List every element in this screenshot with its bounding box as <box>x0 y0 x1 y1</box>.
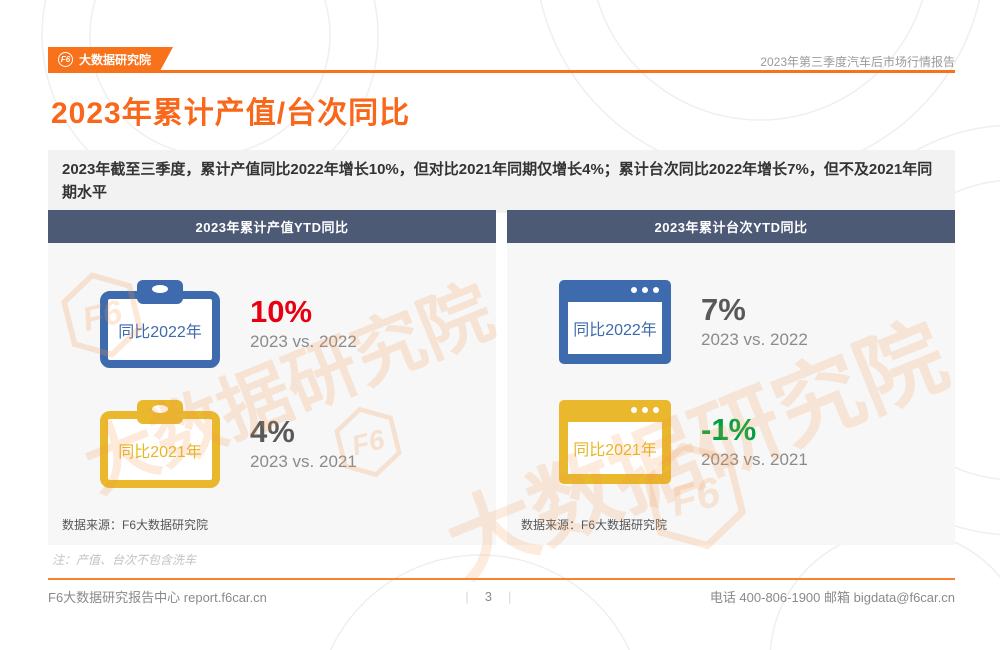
footer-right: 电话 400-806-1900 邮箱 bigdata@f6car.cn <box>709 590 955 605</box>
stat-value: -1% <box>701 412 757 448</box>
icon-label: 同比2022年 <box>568 302 662 354</box>
panel-header: 2023年累计台次YTD同比 <box>507 210 955 243</box>
page-number-separator: | <box>507 589 512 604</box>
footer: F6大数据研究报告中心 report.f6car.cn | 3 | 电话 400… <box>48 587 955 606</box>
clipboard-clip-hole <box>152 405 168 413</box>
header-divider <box>48 70 955 73</box>
stat-value: 7% <box>701 292 746 328</box>
browser-window-icon: 同比2022年 <box>559 280 671 364</box>
stat-block: -1% 2023 vs. 2021 <box>701 414 808 470</box>
footnote: 注：产值、台次不包含洗车 <box>52 553 197 567</box>
stat-caption: 2023 vs. 2022 <box>701 329 808 349</box>
brand-banner: F6 大数据研究院 <box>48 47 173 71</box>
stat-row: 同比2021年 4% 2023 vs. 2021 <box>100 400 357 488</box>
page-number-separator: | <box>465 589 469 604</box>
page-title: 2023年累计产值/台次同比 <box>51 97 411 130</box>
footer-divider <box>48 578 955 580</box>
footer-left: F6大数据研究报告中心 report.f6car.cn <box>48 590 267 605</box>
clipboard-clip <box>137 280 183 304</box>
brand-name: 大数据研究院 <box>79 52 152 67</box>
panel-output-value: 2023年累计产值YTD同比 同比2022年 10% 2023 vs. 2022… <box>48 210 496 545</box>
clipboard-icon: 同比2022年 <box>100 280 220 368</box>
data-source: 数据来源：F6大数据研究院 <box>521 518 668 532</box>
page-number-value: 3 <box>484 589 492 604</box>
panel-header: 2023年累计产值YTD同比 <box>48 210 496 243</box>
report-subtitle: 2023年第三季度汽车后市场行情报告 <box>760 55 955 69</box>
stat-value: 4% <box>250 414 295 450</box>
clipboard-clip <box>137 400 183 424</box>
stat-block: 10% 2023 vs. 2022 <box>250 296 357 352</box>
panel-body: 同比2022年 10% 2023 vs. 2022 同比2021年 4% 202… <box>48 243 496 545</box>
stat-row: 同比2022年 10% 2023 vs. 2022 <box>100 280 357 368</box>
panel-body: 同比2022年 7% 2023 vs. 2022 同比2021年 -1% 202… <box>507 243 955 545</box>
browser-window-icon: 同比2021年 <box>559 400 671 484</box>
page-number: | 3 | <box>465 589 511 604</box>
stat-block: 7% 2023 vs. 2022 <box>701 294 808 350</box>
stat-row: 同比2022年 7% 2023 vs. 2022 <box>559 280 808 364</box>
icon-label: 同比2022年 <box>100 291 220 368</box>
window-dots-icon <box>631 407 659 413</box>
icon-label: 同比2021年 <box>568 422 662 474</box>
stat-block: 4% 2023 vs. 2021 <box>250 416 357 472</box>
stat-caption: 2023 vs. 2021 <box>250 451 357 471</box>
panel-unit-count: 2023年累计台次YTD同比 同比2022年 7% 2023 vs. 2022 … <box>507 210 955 545</box>
stat-row: 同比2021年 -1% 2023 vs. 2021 <box>559 400 808 484</box>
clipboard-icon: 同比2021年 <box>100 400 220 488</box>
clipboard-clip-hole <box>152 285 168 293</box>
data-source: 数据来源：F6大数据研究院 <box>62 518 209 532</box>
window-dots-icon <box>631 287 659 293</box>
f6-logo-icon: F6 <box>58 52 73 67</box>
panels-container: 2023年累计产值YTD同比 同比2022年 10% 2023 vs. 2022… <box>48 210 955 545</box>
stat-caption: 2023 vs. 2021 <box>701 449 808 469</box>
summary-box: 2023年截至三季度，累计产值同比2022年增长10%，但对比2021年同期仅增… <box>48 150 955 213</box>
stat-caption: 2023 vs. 2022 <box>250 331 357 351</box>
stat-value: 10% <box>250 294 313 330</box>
